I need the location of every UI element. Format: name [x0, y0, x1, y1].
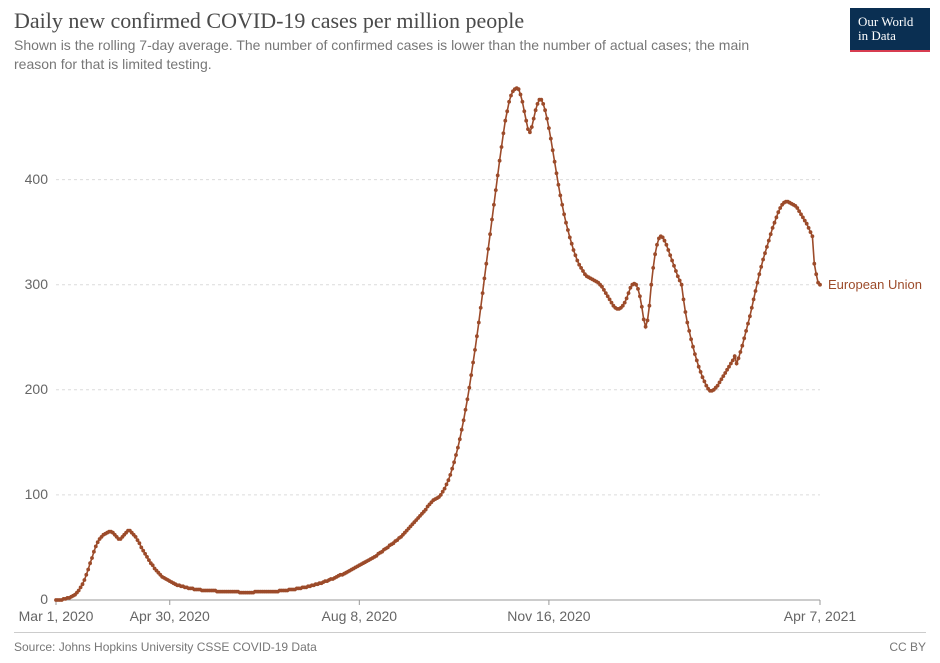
- xtick-label: Apr 7, 2021: [784, 608, 856, 624]
- ytick-label: 200: [8, 381, 48, 397]
- xtick-label: Apr 30, 2020: [130, 608, 210, 624]
- license-text: CC BY: [889, 640, 926, 654]
- footer-divider: [14, 632, 926, 633]
- xtick-label: Nov 16, 2020: [507, 608, 590, 624]
- series-label: European Union: [828, 277, 922, 292]
- xtick-label: Mar 1, 2020: [19, 608, 94, 624]
- source-text: Source: Johns Hopkins University CSSE CO…: [14, 640, 317, 654]
- ytick-label: 100: [8, 486, 48, 502]
- ytick-label: 400: [8, 171, 48, 187]
- ytick-label: 300: [8, 276, 48, 292]
- chart-container: Daily new confirmed COVID-19 cases per m…: [0, 0, 940, 663]
- xtick-label: Aug 8, 2020: [322, 608, 398, 624]
- chart-plot: [0, 0, 940, 663]
- ytick-label: 0: [8, 591, 48, 607]
